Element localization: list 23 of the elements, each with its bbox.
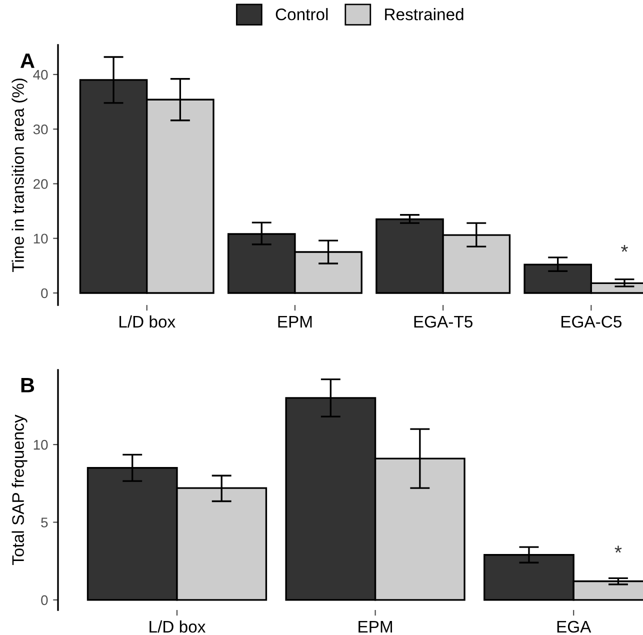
x-tick-label: L/D box bbox=[150, 620, 206, 633]
y-tick-label: 0 bbox=[41, 595, 48, 606]
annotation: * bbox=[614, 546, 622, 553]
legend-label: Control bbox=[276, 8, 328, 20]
y-tick-label: 0 bbox=[41, 288, 48, 298]
chart-title: B bbox=[21, 378, 34, 392]
y-tick-label: 30 bbox=[33, 124, 48, 134]
y-tick-label: 5 bbox=[41, 518, 48, 528]
x-tick-label: L/D box bbox=[120, 315, 176, 328]
y-tick-label: 20 bbox=[34, 179, 48, 189]
x-tick-label: EPM bbox=[278, 316, 312, 328]
y-axis-title: Total SAP frequency bbox=[12, 414, 28, 565]
annotation: * bbox=[621, 244, 628, 252]
x-tick-label: EGA-T5 bbox=[414, 316, 472, 328]
y-tick-label: 40 bbox=[33, 70, 48, 80]
x-tick-label: EGA bbox=[557, 620, 592, 633]
y-tick-label: 10 bbox=[34, 234, 48, 244]
y-tick-label: 10 bbox=[34, 440, 48, 450]
x-tick-label: EGA-C5 bbox=[562, 316, 622, 328]
x-tick-label: EPM bbox=[358, 621, 392, 632]
chart-title: A bbox=[20, 54, 34, 68]
legend-label: Restrained bbox=[385, 8, 464, 20]
y-axis-title: Time in transition area (%) bbox=[12, 78, 28, 272]
